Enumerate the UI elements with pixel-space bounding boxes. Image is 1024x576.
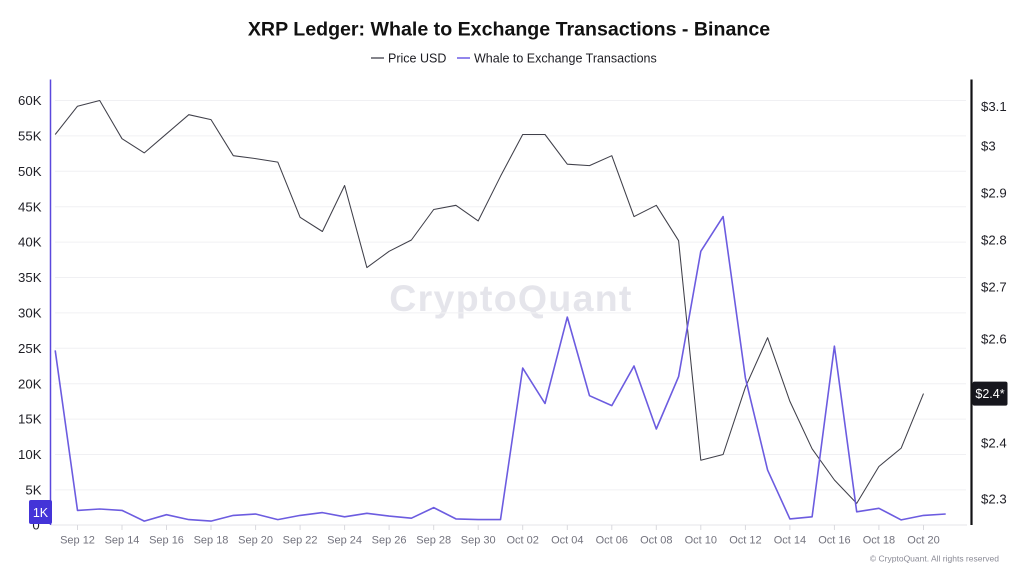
svg-text:25K: 25K — [18, 341, 42, 356]
svg-text:60K: 60K — [18, 93, 42, 108]
svg-text:$2.9: $2.9 — [981, 186, 1007, 201]
svg-text:Sep 18: Sep 18 — [194, 535, 229, 547]
svg-text:Oct 06: Oct 06 — [596, 535, 628, 547]
svg-text:$3: $3 — [981, 139, 996, 154]
svg-text:40K: 40K — [18, 235, 42, 250]
svg-text:Sep 30: Sep 30 — [461, 535, 496, 547]
svg-text:35K: 35K — [18, 270, 42, 285]
svg-text:Whale to Exchange Transactions: Whale to Exchange Transactions — [474, 51, 657, 65]
svg-text:Sep 16: Sep 16 — [149, 535, 184, 547]
svg-text:Price USD: Price USD — [388, 51, 446, 65]
svg-text:30K: 30K — [18, 306, 42, 321]
svg-text:0: 0 — [32, 518, 39, 533]
svg-text:$2.4: $2.4 — [981, 436, 1007, 451]
svg-text:CryptoQuant: CryptoQuant — [389, 277, 632, 319]
svg-text:Oct 12: Oct 12 — [729, 535, 761, 547]
svg-text:Sep 20: Sep 20 — [238, 535, 273, 547]
svg-text:50K: 50K — [18, 164, 42, 179]
svg-text:55K: 55K — [18, 129, 42, 144]
svg-text:Oct 16: Oct 16 — [818, 535, 850, 547]
svg-text:1K: 1K — [33, 506, 49, 520]
svg-text:Oct 20: Oct 20 — [907, 535, 939, 547]
svg-text:$2.3: $2.3 — [981, 492, 1007, 507]
svg-text:45K: 45K — [18, 199, 42, 214]
svg-text:Oct 14: Oct 14 — [774, 535, 806, 547]
svg-text:Oct 10: Oct 10 — [685, 535, 717, 547]
svg-text:Oct 18: Oct 18 — [863, 535, 895, 547]
svg-text:$2.7: $2.7 — [981, 280, 1007, 295]
svg-text:Sep 24: Sep 24 — [327, 535, 362, 547]
svg-text:$2.6: $2.6 — [981, 332, 1007, 347]
svg-text:XRP Ledger: Whale to Exchange: XRP Ledger: Whale to Exchange Transactio… — [248, 18, 770, 40]
svg-text:15K: 15K — [18, 412, 42, 427]
svg-text:Sep 28: Sep 28 — [416, 535, 451, 547]
svg-text:20K: 20K — [18, 376, 42, 391]
svg-text:Oct 08: Oct 08 — [640, 535, 672, 547]
svg-text:Oct 02: Oct 02 — [506, 535, 538, 547]
svg-text:Sep 26: Sep 26 — [372, 535, 407, 547]
svg-text:Sep 12: Sep 12 — [60, 535, 95, 547]
svg-text:Oct 04: Oct 04 — [551, 535, 583, 547]
svg-text:10K: 10K — [18, 447, 42, 462]
svg-text:Sep 14: Sep 14 — [105, 535, 140, 547]
svg-text:$2.4*: $2.4* — [975, 387, 1004, 401]
svg-text:$3.1: $3.1 — [981, 99, 1007, 114]
svg-text:© CryptoQuant. All rights rese: © CryptoQuant. All rights reserved — [870, 554, 999, 564]
svg-text:5K: 5K — [25, 483, 41, 498]
svg-text:$2.8: $2.8 — [981, 233, 1007, 248]
svg-text:Sep 22: Sep 22 — [283, 535, 318, 547]
